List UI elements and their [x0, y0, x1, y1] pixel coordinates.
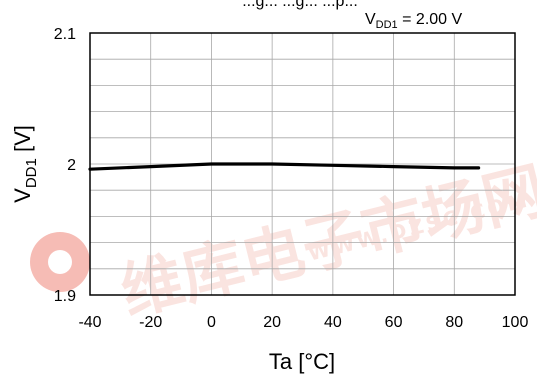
x-tick-label: -40: [78, 314, 101, 331]
series-line: [88, 162, 481, 171]
y-tick-labels: 1.9 2 2.1: [54, 26, 76, 305]
condition-sub: DD1: [376, 19, 398, 31]
watermark-logo-icon: [30, 232, 90, 292]
y-axis-title-main: V: [10, 188, 35, 203]
plot-frame: [89, 32, 516, 296]
x-tick-label: -20: [139, 314, 162, 331]
y-tick-label: 2.1: [54, 26, 76, 43]
condition-label: VDD1 = 2.00 V: [365, 11, 463, 31]
y-tick-label: 2: [67, 157, 76, 174]
chart-title: ...g... ...g... ...p...: [242, 0, 358, 10]
watermark-logo-inner-icon: [48, 250, 72, 274]
x-tick-label: 40: [324, 314, 342, 331]
y-axis-title-sub: DD1: [23, 158, 40, 188]
x-axis-title: Ta [°C]: [269, 349, 335, 374]
x-tick-label: 60: [385, 314, 403, 331]
x-tick-label: 80: [445, 314, 463, 331]
y-tick-label: 1.9: [54, 288, 76, 305]
x-tick-label: 100: [502, 314, 529, 331]
watermark: 维库电子市场网 WWW.DZSC.COM: [30, 153, 537, 329]
x-tick-label: 20: [263, 314, 281, 331]
y-axis-title-unit: [V]: [10, 125, 35, 158]
x-tick-label: 0: [207, 314, 216, 331]
condition-suffix: = 2.00 V: [398, 11, 463, 28]
condition-prefix: V: [365, 11, 376, 28]
series-group: [88, 162, 481, 171]
x-tick-labels: -40 -20 0 20 40 60 80 100: [78, 314, 528, 331]
y-axis-title: VDD1 [V]: [10, 125, 40, 203]
